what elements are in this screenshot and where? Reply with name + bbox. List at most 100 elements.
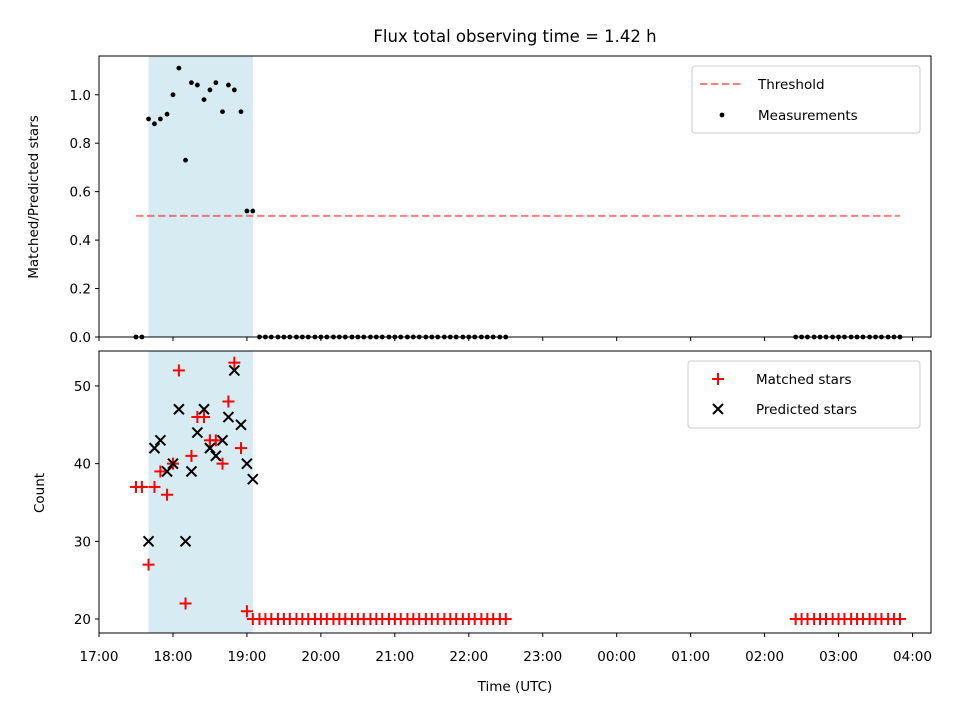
bottom-y-axis-label: Count <box>32 473 48 513</box>
bottom-y-tick-label: 50 <box>74 379 91 395</box>
matched-star-point <box>142 558 155 571</box>
predicted-star-point <box>241 457 253 470</box>
legend-matched-label: Matched stars <box>756 372 852 388</box>
bottom-y-tick-label: 40 <box>74 457 91 473</box>
matched-star-point <box>209 434 222 447</box>
predicted-stars-points <box>142 364 259 548</box>
top-y-tick-label: 0.2 <box>70 282 91 298</box>
measurement-point <box>146 116 151 122</box>
predicted-star-point <box>216 434 229 447</box>
top-y-tick-label: 1.0 <box>70 88 91 104</box>
matched-star-point <box>148 480 161 493</box>
legend-measurements-label: Measurements <box>758 108 858 124</box>
top-panel: 0.0 0.2 0.4 0.6 0.8 1.0 Matched/Predicted sta… <box>26 55 932 346</box>
bottom-observing-span <box>148 351 253 633</box>
chart-title: Flux total observing time = 1.42 h <box>373 27 656 46</box>
bottom-axes-frame <box>98 350 932 634</box>
bottom-panel: 20 30 40 50 17:00 18:00 19:00 20:00 21:00 22:00 2… <box>32 350 932 695</box>
matched-stars-points <box>129 356 906 626</box>
x-tick-label: 00:00 <box>597 649 636 665</box>
legend-predicted-swatch <box>712 403 724 415</box>
predicted-star-point <box>148 442 161 454</box>
top-legend: Threshold Measurements <box>691 65 921 134</box>
measurement-point <box>207 87 213 93</box>
x-tick-label: 18:00 <box>154 649 193 665</box>
top-axes-frame <box>98 55 932 338</box>
predicted-star-point <box>235 419 247 431</box>
predicted-star-point <box>198 403 210 415</box>
predicted-star-point <box>204 442 216 454</box>
measurement-point <box>213 80 219 86</box>
predicted-star-point <box>179 535 192 548</box>
predicted-star-point <box>228 364 241 377</box>
bottom-legend: Matched stars Predicted stars <box>687 360 921 429</box>
top-y-axis-label: Matched/Predicted stars <box>26 115 42 278</box>
predicted-star-point <box>210 450 222 462</box>
legend-matched-swatch <box>712 373 724 385</box>
matched-star-point <box>240 605 253 618</box>
measurement-point <box>220 109 225 115</box>
matched-star-point <box>893 613 906 626</box>
measurement-point <box>164 111 170 117</box>
matched-star-point <box>154 465 167 478</box>
matched-star-point <box>161 488 174 501</box>
predicted-star-point <box>142 535 155 548</box>
x-tick-label: 19:00 <box>227 649 266 665</box>
matched-star-point <box>172 364 185 377</box>
predicted-star-point <box>154 434 167 447</box>
x-tick-label: 22:00 <box>449 649 488 665</box>
matched-star-point <box>179 597 192 610</box>
matched-star-point <box>228 356 241 369</box>
measurement-point <box>226 82 231 88</box>
measurement-point <box>244 208 250 214</box>
x-tick-label: 20:00 <box>301 649 340 665</box>
measurement-point <box>176 65 182 71</box>
x-tick-label: 23:00 <box>523 649 562 665</box>
matched-star-point <box>234 442 247 455</box>
measurement-point <box>231 87 237 93</box>
predicted-star-point <box>191 426 204 439</box>
matched-star-point <box>499 613 512 626</box>
x-tick-label: 21:00 <box>375 649 414 665</box>
bottom-y-ticks: 20 30 40 50 <box>74 379 99 628</box>
matched-star-point <box>198 411 211 424</box>
matched-star-point <box>216 457 229 470</box>
predicted-star-point <box>185 465 198 478</box>
measurement-point <box>157 116 163 122</box>
predicted-star-point <box>247 473 259 485</box>
top-x-ticks <box>98 337 914 341</box>
measurement-point <box>152 121 157 127</box>
matched-star-point <box>222 395 235 408</box>
bottom-x-ticks: 17:00 18:00 19:00 20:00 21:00 22:00 23:00 00:00… <box>80 633 932 665</box>
legend-measurements-swatch <box>719 112 725 118</box>
x-tick-label: 02:00 <box>745 649 784 665</box>
bottom-legend-box <box>687 360 921 429</box>
bottom-y-tick-label: 20 <box>74 612 91 628</box>
measurement-point <box>170 92 176 98</box>
measurement-point <box>201 97 207 103</box>
top-y-tick-label: 0.4 <box>70 233 91 249</box>
top-observing-span <box>148 56 253 337</box>
x-tick-label: 01:00 <box>671 649 710 665</box>
top-y-tick-label: 0.0 <box>70 330 91 346</box>
measurement-point <box>250 208 256 214</box>
measurement-point <box>194 82 200 88</box>
bottom-y-tick-label: 30 <box>74 534 91 550</box>
x-tick-label: 04:00 <box>893 649 932 665</box>
predicted-star-point <box>222 411 235 423</box>
predicted-star-point <box>173 403 185 415</box>
matched-star-point <box>135 480 148 493</box>
top-y-tick-label: 0.6 <box>70 185 91 201</box>
legend-threshold-label: Threshold <box>757 77 825 93</box>
legend-predicted-label: Predicted stars <box>756 402 857 418</box>
x-axis-label: Time (UTC) <box>477 679 553 695</box>
measurement-point <box>189 80 194 86</box>
top-y-ticks: 0.0 0.2 0.4 0.6 0.8 1.0 <box>70 88 99 346</box>
x-tick-label: 17:00 <box>80 649 119 665</box>
predicted-star-point <box>167 457 179 470</box>
measurement-point <box>183 157 188 163</box>
x-tick-label: 03:00 <box>819 649 858 665</box>
matched-star-point <box>185 449 198 462</box>
predicted-star-point <box>161 465 173 478</box>
